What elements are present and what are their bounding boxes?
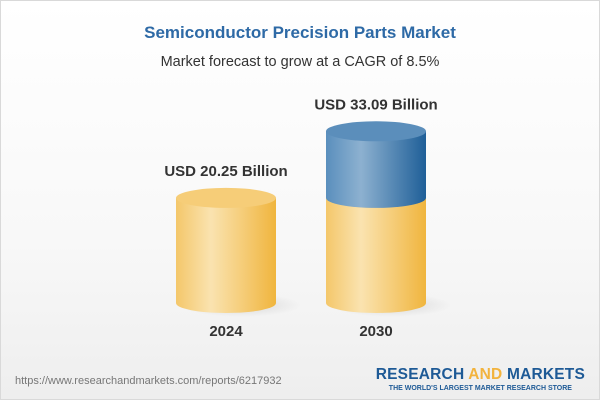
category-label: 2024 — [209, 323, 243, 340]
chart-subtitle: Market forecast to grow at a CAGR of 8.5… — [160, 54, 440, 70]
logo-text: MARKETS — [502, 366, 585, 383]
data-label: USD 33.09 Billion — [314, 96, 437, 113]
category-label: 2030 — [359, 323, 392, 340]
cylinder-growth-2030-body — [326, 131, 426, 208]
cylinder-growth-2030-top — [326, 121, 426, 142]
cylinder-2024-body — [176, 197, 276, 313]
logo-text-and: AND — [468, 366, 503, 383]
data-label: USD 20.25 Billion — [164, 163, 287, 180]
cylinder-2024-top — [176, 187, 276, 208]
logo-text: RESEARCH — [375, 366, 469, 383]
chart-title: Semiconductor Precision Parts Market — [144, 23, 456, 42]
logo-tagline: THE WORLD'S LARGEST MARKET RESEARCH STOR… — [388, 385, 572, 392]
source-url[interactable]: https://www.researchandmarkets.com/repor… — [15, 375, 282, 387]
research-and-markets-logo: RESEARCH AND MARKETS THE WORLD'S LARGEST… — [376, 366, 585, 392]
cylinder-base-2030-body — [326, 197, 426, 313]
